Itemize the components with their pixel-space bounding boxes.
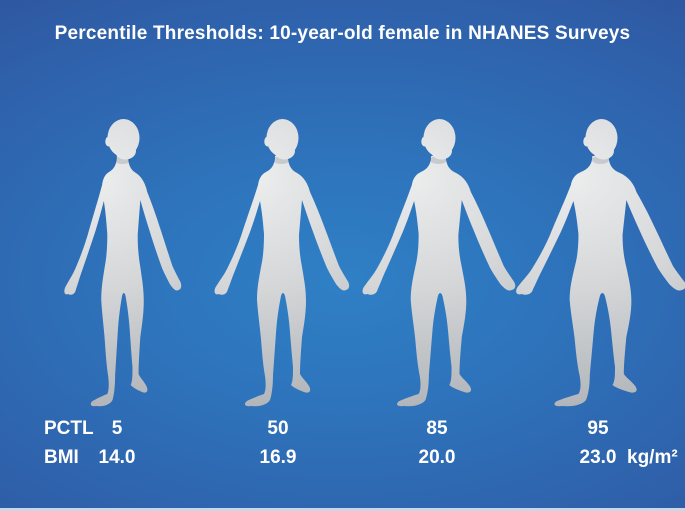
bmi-value-2: 16.9 bbox=[259, 447, 297, 468]
pctl-value-3: 85 bbox=[426, 418, 448, 439]
body-silhouette bbox=[362, 156, 516, 407]
head bbox=[264, 119, 299, 164]
slide-bottom-edge bbox=[0, 508, 685, 511]
bmi-row-label: BMI bbox=[44, 447, 79, 468]
bmi-value-3: 20.0 bbox=[418, 447, 456, 468]
bmi-value-4: 23.0 bbox=[579, 447, 617, 468]
bmi-value-1: 14.0 bbox=[98, 447, 136, 468]
pctl-value-4: 95 bbox=[587, 418, 609, 439]
pctl-value-2: 50 bbox=[267, 418, 289, 439]
pctl-value-1: 5 bbox=[111, 418, 123, 439]
body-silhouette bbox=[516, 156, 685, 407]
percentile-row: PCTL 5 50 85 95 bbox=[0, 418, 685, 442]
body-silhouette bbox=[64, 156, 182, 407]
body-silhouette bbox=[214, 156, 350, 407]
bmi-row: BMI 14.0 16.9 20.0 23.0 kg/m² bbox=[0, 447, 685, 471]
slide-title: Percentile Thresholds: 10-year-old femal… bbox=[54, 23, 631, 44]
head bbox=[421, 119, 456, 164]
pctl-row-label: PCTL bbox=[44, 418, 94, 439]
head bbox=[583, 119, 618, 164]
body-model-percentile-95 bbox=[516, 119, 685, 407]
bmi-unit-label: kg/m² bbox=[627, 447, 678, 468]
head bbox=[105, 119, 140, 164]
